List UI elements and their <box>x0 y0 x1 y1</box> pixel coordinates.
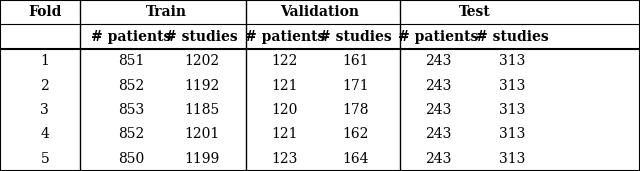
Text: 5: 5 <box>40 152 49 166</box>
Text: 243: 243 <box>425 152 452 166</box>
Text: 122: 122 <box>271 54 298 68</box>
Text: 313: 313 <box>499 103 525 117</box>
Text: 3: 3 <box>40 103 49 117</box>
Text: 1192: 1192 <box>184 78 220 93</box>
Text: 2: 2 <box>40 78 49 93</box>
Text: 313: 313 <box>499 152 525 166</box>
Text: 1201: 1201 <box>184 127 220 141</box>
Text: # patients: # patients <box>244 30 325 44</box>
Text: 313: 313 <box>499 127 525 141</box>
Text: 243: 243 <box>425 127 452 141</box>
Text: 852: 852 <box>118 127 145 141</box>
Text: 164: 164 <box>342 152 369 166</box>
Text: 243: 243 <box>425 103 452 117</box>
Text: 1199: 1199 <box>184 152 220 166</box>
Text: 313: 313 <box>499 78 525 93</box>
Text: Fold: Fold <box>28 5 61 19</box>
Text: # patients: # patients <box>398 30 479 44</box>
Text: # studies: # studies <box>165 30 238 44</box>
Text: # studies: # studies <box>476 30 548 44</box>
Text: 121: 121 <box>271 127 298 141</box>
Text: 1185: 1185 <box>184 103 220 117</box>
Text: 121: 121 <box>271 78 298 93</box>
Text: # patients: # patients <box>91 30 172 44</box>
Text: Validation: Validation <box>280 5 360 19</box>
Text: 851: 851 <box>118 54 145 68</box>
Text: 178: 178 <box>342 103 369 117</box>
Text: 161: 161 <box>342 54 369 68</box>
Text: 852: 852 <box>118 78 145 93</box>
Text: Test: Test <box>460 5 491 19</box>
Text: 162: 162 <box>342 127 369 141</box>
Text: Train: Train <box>146 5 187 19</box>
Text: 243: 243 <box>425 78 452 93</box>
Text: 853: 853 <box>118 103 145 117</box>
Text: 850: 850 <box>118 152 145 166</box>
Text: 243: 243 <box>425 54 452 68</box>
Text: 4: 4 <box>40 127 49 141</box>
Text: 123: 123 <box>271 152 298 166</box>
Text: 120: 120 <box>271 103 298 117</box>
Text: 171: 171 <box>342 78 369 93</box>
Text: # studies: # studies <box>319 30 392 44</box>
Text: 1202: 1202 <box>184 54 219 68</box>
Text: 1: 1 <box>40 54 49 68</box>
Text: 313: 313 <box>499 54 525 68</box>
